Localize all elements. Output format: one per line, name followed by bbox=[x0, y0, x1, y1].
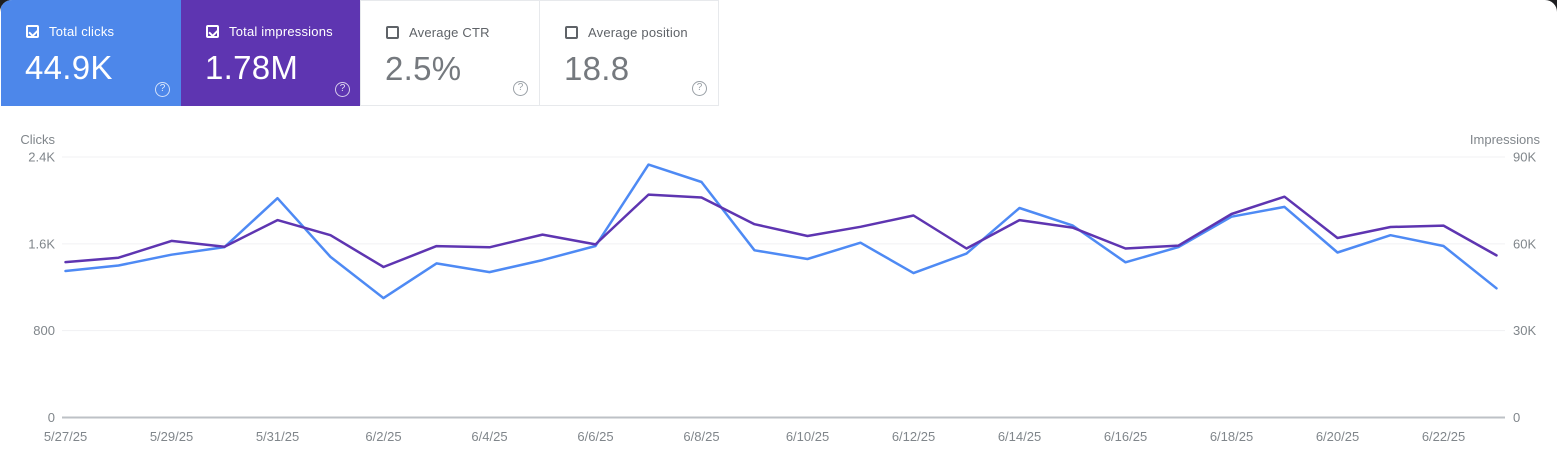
total-clicks-value: 44.9K bbox=[25, 49, 113, 86]
checkmark-icon bbox=[28, 26, 39, 37]
card-average-position[interactable]: Average position 18.8 ? bbox=[539, 0, 719, 106]
right-axis-title: Impressions bbox=[1470, 132, 1541, 147]
date-tick-label: 5/31/25 bbox=[256, 429, 299, 444]
date-tick-label: 6/22/25 bbox=[1422, 429, 1465, 444]
card-total-impressions[interactable]: Total impressions 1.78M ? bbox=[181, 0, 361, 106]
average-position-value: 18.8 bbox=[564, 50, 630, 87]
performance-chart[interactable]: 0 0 800 30K 1.6K 60K 2.4K 90K Clicks Impressions 5… bbox=[0, 128, 1557, 471]
date-tick-label: 6/6/25 bbox=[577, 429, 613, 444]
left-axis-title: Clicks bbox=[20, 132, 55, 147]
left-axis-tick: 0 bbox=[48, 410, 55, 425]
card-label: Average position bbox=[588, 25, 688, 40]
help-icon[interactable]: ? bbox=[155, 82, 170, 97]
right-axis-tick: 60K bbox=[1513, 236, 1536, 251]
average-ctr-checkbox[interactable] bbox=[386, 26, 399, 39]
date-tick-label: 5/27/25 bbox=[44, 429, 87, 444]
help-icon[interactable]: ? bbox=[692, 81, 707, 96]
right-axis-tick: 30K bbox=[1513, 323, 1536, 338]
right-axis-tick: 90K bbox=[1513, 150, 1536, 165]
date-tick-label: 5/29/25 bbox=[150, 429, 193, 444]
date-tick-label: 6/2/25 bbox=[365, 429, 401, 444]
date-tick-label: 6/12/25 bbox=[892, 429, 935, 444]
left-axis-tick: 1.6K bbox=[28, 236, 55, 251]
checkmark-icon bbox=[208, 26, 219, 37]
metric-cards-row: Total clicks 44.9K ? Total impressions 1… bbox=[1, 0, 719, 106]
date-tick-label: 6/14/25 bbox=[998, 429, 1041, 444]
total-impressions-value: 1.78M bbox=[205, 49, 299, 86]
card-label: Total impressions bbox=[229, 24, 333, 39]
impressions-line-series bbox=[64, 193, 1498, 269]
date-tick-label: 6/10/25 bbox=[786, 429, 829, 444]
date-tick-label: 6/18/25 bbox=[1210, 429, 1253, 444]
card-total-clicks[interactable]: Total clicks 44.9K ? bbox=[1, 0, 181, 106]
total-impressions-checkbox[interactable] bbox=[206, 25, 219, 38]
total-clicks-checkbox[interactable] bbox=[26, 25, 39, 38]
date-tick-label: 6/16/25 bbox=[1104, 429, 1147, 444]
date-tick-label: 6/4/25 bbox=[471, 429, 507, 444]
line-chart-canvas[interactable]: 0 0 800 30K 1.6K 60K 2.4K 90K Clicks Impressions 5… bbox=[0, 128, 1557, 471]
average-ctr-value: 2.5% bbox=[385, 50, 462, 87]
date-tick-label: 6/8/25 bbox=[683, 429, 719, 444]
help-icon[interactable]: ? bbox=[513, 81, 528, 96]
card-average-ctr[interactable]: Average CTR 2.5% ? bbox=[360, 0, 540, 106]
card-label: Average CTR bbox=[409, 25, 490, 40]
help-icon[interactable]: ? bbox=[335, 82, 350, 97]
right-axis-tick: 0 bbox=[1513, 410, 1520, 425]
left-axis-tick: 2.4K bbox=[28, 150, 55, 165]
left-axis-tick: 800 bbox=[33, 323, 55, 338]
date-tick-label: 6/20/25 bbox=[1316, 429, 1359, 444]
card-label: Total clicks bbox=[49, 24, 115, 39]
average-position-checkbox[interactable] bbox=[565, 26, 578, 39]
